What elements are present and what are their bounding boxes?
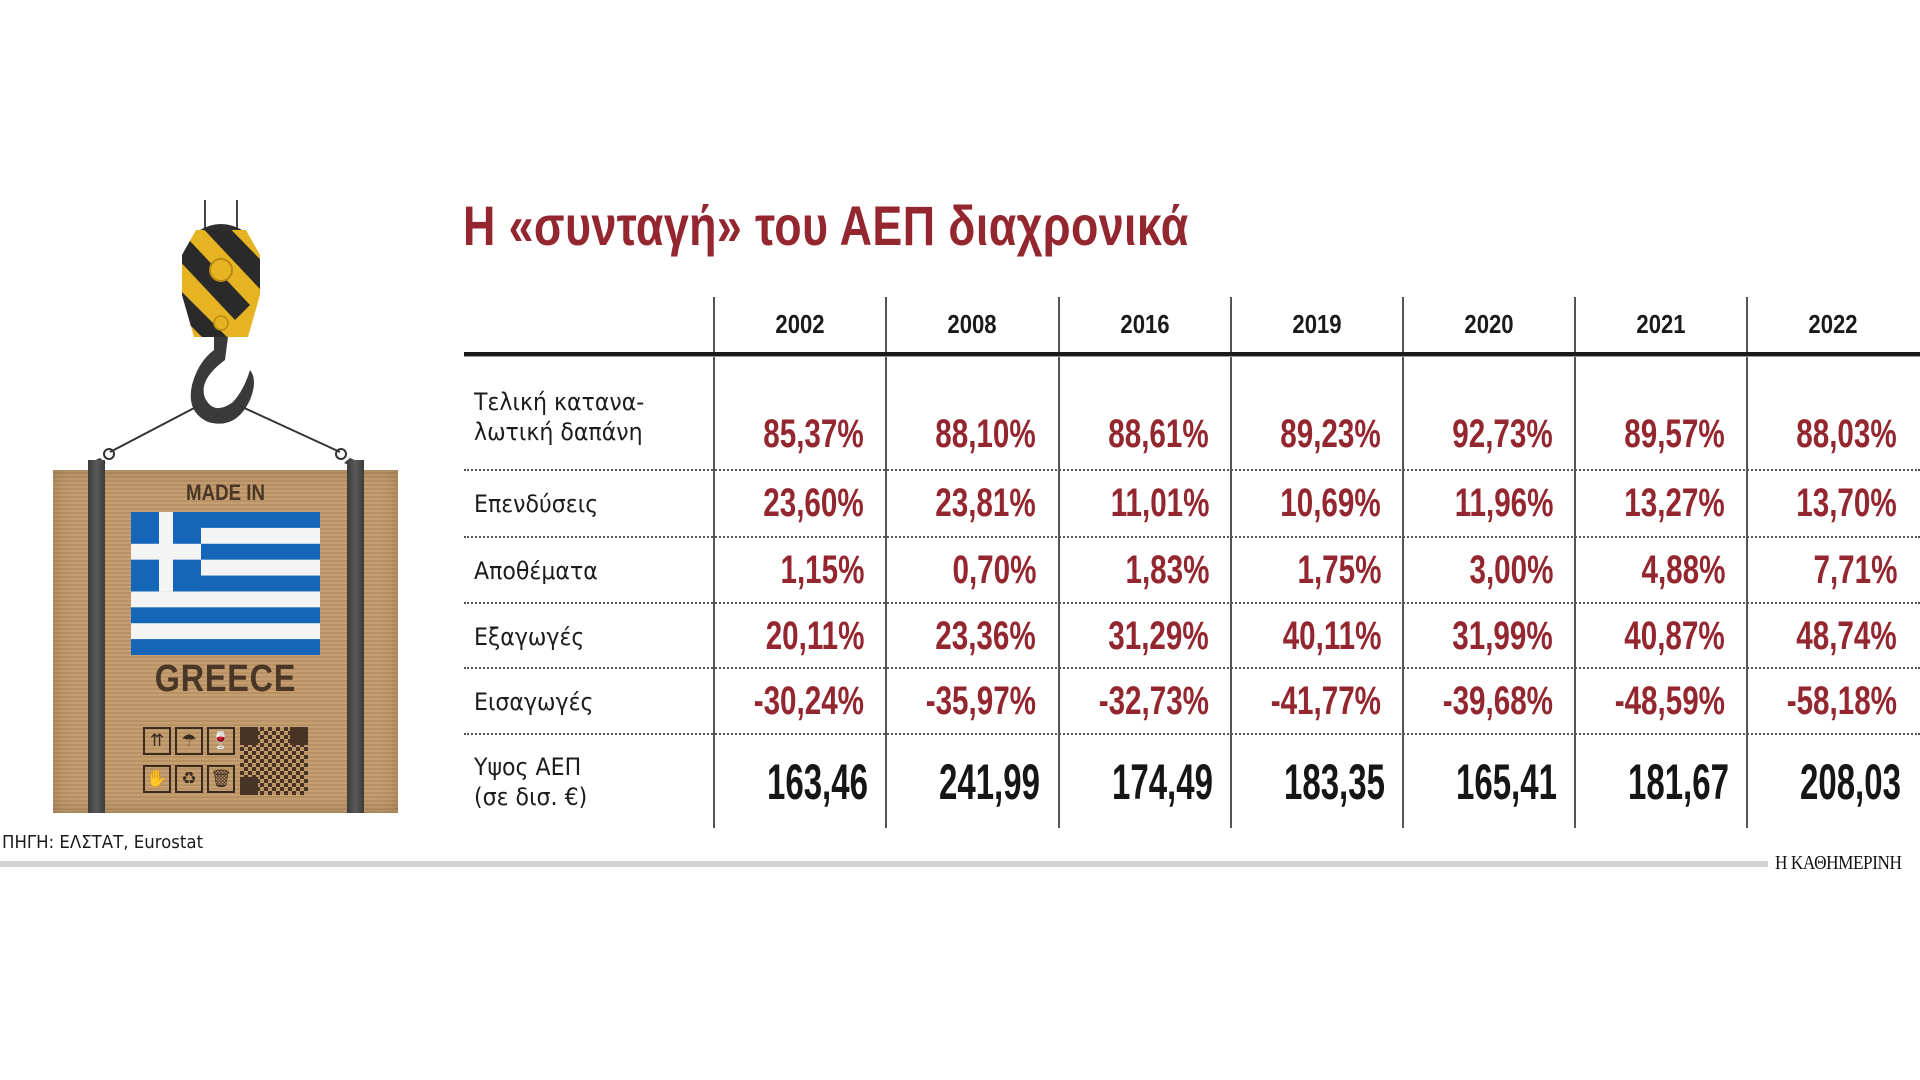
chart-title: Η «συνταγή» του ΑΕΠ διαχρονικά [463, 194, 1189, 257]
gdp-cell: 163,46 [767, 754, 868, 810]
table-cell: 7,71% [1813, 548, 1897, 592]
footer-rule [0, 861, 1768, 867]
table-cell: 48,74% [1796, 614, 1897, 658]
table-cell: 88,61% [1108, 412, 1209, 456]
column-divider [1574, 297, 1576, 828]
table-cell: 31,99% [1452, 614, 1553, 658]
table-cell: -35,97% [925, 679, 1036, 723]
row-divider [464, 667, 1920, 669]
table-cell: 89,57% [1624, 412, 1725, 456]
gdp-cell: 241,99 [939, 754, 1040, 810]
table-cell: -48,59% [1614, 679, 1725, 723]
table-cell: 11,96% [1454, 481, 1553, 525]
this-way-up-icon: ⇈ [143, 727, 171, 755]
handle-with-care-icon: ✋ [143, 765, 171, 793]
publisher-logo: Η ΚΑΘΗΜΕΡΙΝΗ [1775, 852, 1902, 874]
row-label-consumption: Τελική κατανα- λωτική δαπάνη [474, 387, 644, 447]
row-label-exports: Εξαγωγές [474, 623, 585, 651]
table-cell: 0,70% [952, 548, 1036, 592]
row-label-investment: Επενδύσεις [474, 490, 599, 518]
table-cell: -39,68% [1442, 679, 1553, 723]
column-header-2016: 2016 [1120, 309, 1170, 339]
column-divider [713, 297, 715, 828]
table-cell: 92,73% [1452, 412, 1553, 456]
column-header-2021: 2021 [1636, 309, 1686, 339]
table-cell: 88,03% [1796, 412, 1897, 456]
made-in-label: MADE IN [186, 480, 265, 505]
row-divider [464, 733, 1920, 735]
greek-flag-icon [131, 512, 320, 655]
table-cell: 13,27% [1624, 481, 1725, 525]
keep-dry-icon: ☂ [175, 727, 203, 755]
row-label-inventories: Αποθέματα [474, 557, 598, 585]
gdp-cell: 174,49 [1112, 754, 1213, 810]
tidyman-icon: 🗑 [207, 765, 235, 793]
row-label-line: (σε δισ. €) [474, 783, 588, 811]
recycle-icon: ♻ [175, 765, 203, 793]
header-rule [464, 352, 1920, 356]
column-divider [1402, 297, 1404, 828]
row-label-line: Υψος ΑΕΠ [474, 753, 582, 781]
table-cell: 23,81% [935, 481, 1036, 525]
column-divider [1746, 297, 1748, 828]
table-cell: -32,73% [1098, 679, 1209, 723]
table-cell: -41,77% [1270, 679, 1381, 723]
table-cell: 13,70% [1796, 481, 1897, 525]
qr-code-icon [240, 727, 308, 795]
row-label-gdp: Υψος ΑΕΠ (σε δισ. €) [474, 752, 587, 812]
left-strap [88, 460, 105, 813]
fragile-icon: 🍷 [207, 727, 235, 755]
table-cell: 23,36% [935, 614, 1036, 658]
table-cell: 10,69% [1280, 481, 1381, 525]
column-header-2002: 2002 [775, 309, 825, 339]
row-divider [464, 536, 1920, 538]
table-cell: 4,88% [1641, 548, 1725, 592]
column-divider [885, 297, 887, 828]
table-cell: 89,23% [1280, 412, 1381, 456]
table-cell: 20,11% [765, 614, 864, 658]
column-divider [1230, 297, 1232, 828]
row-label-line: Τελική κατανα- [474, 388, 645, 416]
crane-crate-illustration: MADE IN GREECE ⇈ ☂ 🍷 ✋ ♻ 🗑 [0, 190, 440, 820]
table-cell: 40,87% [1624, 614, 1725, 658]
column-header-2022: 2022 [1808, 309, 1858, 339]
table-cell: -58,18% [1786, 679, 1897, 723]
table-cell: 88,10% [935, 412, 1036, 456]
gdp-cell: 208,03 [1800, 754, 1901, 810]
gdp-cell: 183,35 [1284, 754, 1385, 810]
gdp-cell: 181,67 [1628, 754, 1729, 810]
column-header-2008: 2008 [947, 309, 997, 339]
row-label-imports: Εισαγωγές [474, 688, 594, 716]
table-cell: 1,15% [780, 548, 864, 592]
table-cell: 1,83% [1125, 548, 1209, 592]
source-note: ΠΗΓΗ: ΕΛΣΤΑΤ, Eurostat [2, 832, 204, 853]
country-label: GREECE [154, 658, 297, 700]
row-divider [464, 602, 1920, 604]
table-cell: 1,75% [1297, 548, 1381, 592]
column-header-2020: 2020 [1464, 309, 1514, 339]
table-cell: 23,60% [763, 481, 864, 525]
table-cell: 31,29% [1108, 614, 1209, 658]
table-cell: 40,11% [1282, 614, 1381, 658]
table-cell: 3,00% [1469, 548, 1553, 592]
crane-hook-icon [91, 200, 359, 474]
table-cell: -30,24% [753, 679, 864, 723]
column-divider [1058, 297, 1060, 828]
cardboard-crate: MADE IN GREECE ⇈ ☂ 🍷 ✋ ♻ 🗑 [53, 470, 398, 813]
table-cell: 11,01% [1110, 481, 1209, 525]
gdp-cell: 165,41 [1456, 754, 1557, 810]
column-header-2019: 2019 [1292, 309, 1342, 339]
row-divider [464, 469, 1920, 471]
gdp-composition-table: 2002 2008 2016 2019 2020 2021 2022 Τελικ… [464, 297, 1920, 828]
right-strap [347, 460, 364, 813]
row-label-line: λωτική δαπάνη [474, 418, 643, 446]
table-cell: 85,37% [763, 412, 864, 456]
